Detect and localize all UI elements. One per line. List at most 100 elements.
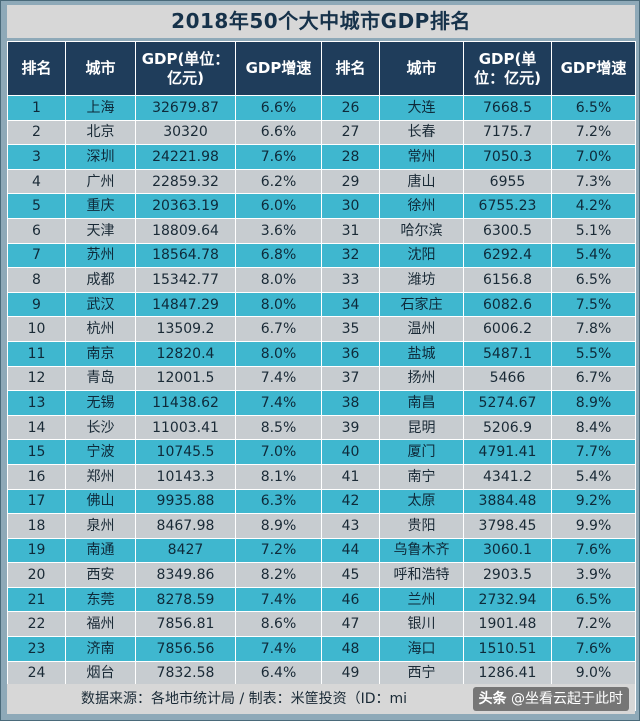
table-row: 16 郑州 10143.3 8.1% 41 南宁 4341.2 5.4% xyxy=(7,463,636,490)
table-cell: 上海 xyxy=(65,95,136,121)
table-cell: 5 xyxy=(7,193,66,219)
table-cell: 6082.6 xyxy=(463,291,552,318)
table-row: 20 西安 8349.86 8.2% 45 呼和浩特 2903.5 3.9% xyxy=(7,562,636,588)
table-cell: 11438.62 xyxy=(135,390,236,416)
table-cell: 26 xyxy=(321,95,380,121)
table-title: 2018年50个大中城市GDP排名 xyxy=(7,5,635,38)
table-cell: 2 xyxy=(7,119,66,146)
table-cell: 24 xyxy=(7,660,66,687)
table-cell: 9935.88 xyxy=(135,488,236,515)
table-cell: 21 xyxy=(7,586,66,613)
table-row: 22 福州 7856.81 8.6% 47 银川 1901.48 7.2% xyxy=(7,611,636,638)
table-cell: 7.0% xyxy=(551,144,636,170)
table-cell: 西宁 xyxy=(379,660,464,687)
table-cell: 1 xyxy=(7,95,66,121)
table-cell: 9 xyxy=(7,291,66,318)
table-cell: 7.5% xyxy=(551,291,636,318)
table-cell: 6 xyxy=(7,217,66,244)
table-cell: 7.4% xyxy=(235,365,322,392)
table-cell: 6.5% xyxy=(551,586,636,613)
gdp-ranking-table: 排名 城市 GDP(单位：亿元) GDP增速 排名 城市 GDP(单位：亿元) GDP增速 1… xyxy=(7,41,636,711)
table-cell: 20363.19 xyxy=(135,193,236,219)
table-cell: 7.2% xyxy=(551,611,636,638)
table-cell: 14847.29 xyxy=(135,291,236,318)
table-cell: 41 xyxy=(321,463,380,490)
table-cell: 南通 xyxy=(65,537,136,564)
table-cell: 2903.5 xyxy=(463,562,552,588)
table-cell: 呼和浩特 xyxy=(379,562,464,588)
table-cell: 6.5% xyxy=(551,267,636,293)
table-cell: 46 xyxy=(321,586,380,613)
table-cell: 6.6% xyxy=(235,95,322,121)
table-cell: 29 xyxy=(321,168,380,195)
table-cell: 5.4% xyxy=(551,242,636,269)
table-cell: 7.4% xyxy=(235,390,322,416)
table-cell: 3798.45 xyxy=(463,513,552,539)
table-cell: 4 xyxy=(7,168,66,195)
table-cell: 7856.81 xyxy=(135,611,236,638)
table-cell: 杭州 xyxy=(65,316,136,342)
table-cell: 43 xyxy=(321,513,380,539)
table-cell: 济南 xyxy=(65,636,136,662)
table-cell: 3.6% xyxy=(235,217,322,244)
table-cell: 20 xyxy=(7,562,66,588)
table-cell: 27 xyxy=(321,119,380,146)
table-cell: 徐州 xyxy=(379,193,464,219)
table-cell: 成都 xyxy=(65,267,136,293)
table-cell: 7.4% xyxy=(235,586,322,613)
table-cell: 32679.87 xyxy=(135,95,236,121)
table-cell: 1901.48 xyxy=(463,611,552,638)
table-cell: 佛山 xyxy=(65,488,136,515)
table-cell: 4.2% xyxy=(551,193,636,219)
table-cell: 8.0% xyxy=(235,267,322,293)
table-row: 24 烟台 7832.58 6.4% 49 西宁 1286.41 9.0% xyxy=(7,660,636,687)
table-cell: 18809.64 xyxy=(135,217,236,244)
table-cell: 3060.1 xyxy=(463,537,552,564)
table-cell: 6.6% xyxy=(235,119,322,146)
table-row: 18 泉州 8467.98 8.9% 43 贵阳 3798.45 9.9% xyxy=(7,513,636,539)
table-row: 2 北京 30320 6.6% 27 长春 7175.7 7.2% xyxy=(7,119,636,146)
table-cell: 13 xyxy=(7,390,66,416)
table-cell: 6.8% xyxy=(235,242,322,269)
table-cell: 7.6% xyxy=(551,537,636,564)
table-cell: 7175.7 xyxy=(463,119,552,146)
table-cell: 4791.41 xyxy=(463,439,552,465)
table-row: 9 武汉 14847.29 8.0% 34 石家庄 6082.6 7.5% xyxy=(7,291,636,318)
table-cell: 22 xyxy=(7,611,66,638)
table-cell: 7832.58 xyxy=(135,660,236,687)
table-cell: 8.4% xyxy=(551,414,636,441)
table-cell: 唐山 xyxy=(379,168,464,195)
source-footer: 数据来源：各地市统计局 / 制表：米筐投资（ID：mi xyxy=(7,684,635,714)
table-cell: 乌鲁木齐 xyxy=(379,537,464,564)
table-cell: 8.5% xyxy=(235,414,322,441)
table-cell: 南宁 xyxy=(379,463,464,490)
table-cell: 贵阳 xyxy=(379,513,464,539)
table-cell: 36 xyxy=(321,340,380,367)
table-cell: 33 xyxy=(321,267,380,293)
table-row: 15 宁波 10745.5 7.0% 40 厦门 4791.41 7.7% xyxy=(7,439,636,465)
table-cell: 8.0% xyxy=(235,340,322,367)
table-cell: 广州 xyxy=(65,168,136,195)
table-cell: 烟台 xyxy=(65,660,136,687)
badge-prefix: 头条 xyxy=(478,691,507,707)
table-row: 5 重庆 20363.19 6.0% 30 徐州 6755.23 4.2% xyxy=(7,193,636,219)
table-cell: 6.2% xyxy=(235,168,322,195)
table-cell: 常州 xyxy=(379,144,464,170)
column-header: GDP(单位：亿元) xyxy=(135,41,236,96)
table-cell: 6300.5 xyxy=(463,217,552,244)
table-cell: 24221.98 xyxy=(135,144,236,170)
table-cell: 34 xyxy=(321,291,380,318)
table-cell: 4341.2 xyxy=(463,463,552,490)
table-cell: 13509.2 xyxy=(135,316,236,342)
table-cell: 长沙 xyxy=(65,414,136,441)
badge-handle: @坐看云起于此时 xyxy=(511,691,623,707)
table-cell: 35 xyxy=(321,316,380,342)
table-cell: 48 xyxy=(321,636,380,662)
table-row: 6 天津 18809.64 3.6% 31 哈尔滨 6300.5 5.1% xyxy=(7,217,636,244)
table-cell: 兰州 xyxy=(379,586,464,613)
table-row: 3 深圳 24221.98 7.6% 28 常州 7050.3 7.0% xyxy=(7,144,636,170)
table-cell: 3.9% xyxy=(551,562,636,588)
table-cell: 9.0% xyxy=(551,660,636,687)
table-cell: 8.0% xyxy=(235,291,322,318)
